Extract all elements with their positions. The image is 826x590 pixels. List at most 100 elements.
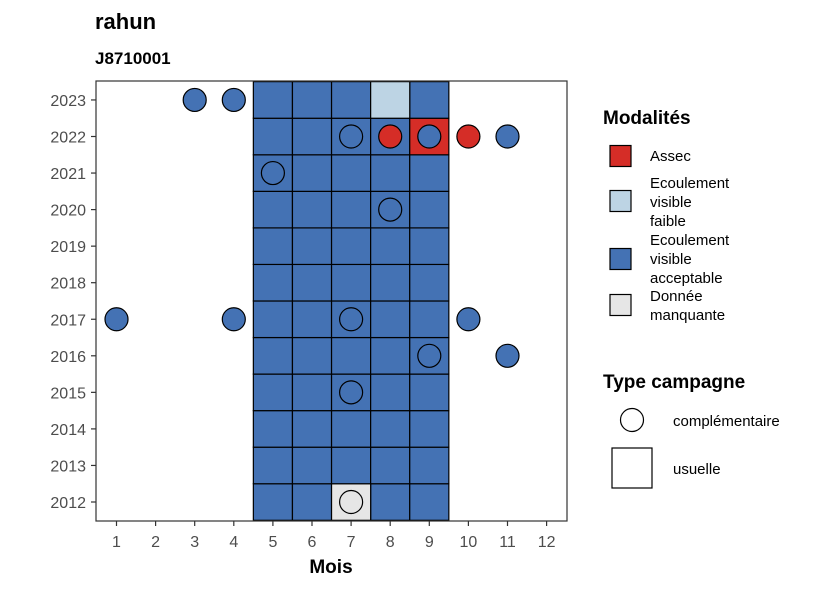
x-tick-label-2: 2	[151, 534, 160, 551]
x-tick-label-10: 10	[460, 534, 478, 551]
point-2012-7	[339, 489, 364, 515]
tile-2012-8	[370, 483, 411, 521]
usual-tiles	[252, 81, 450, 521]
tile-2021-9	[409, 154, 450, 192]
x-tick-label-12: 12	[538, 534, 556, 551]
tile-2012-6	[291, 483, 333, 521]
tile-2014-7	[330, 410, 372, 448]
tile-2013-6	[291, 446, 333, 485]
point-2017-7	[339, 307, 364, 332]
tile-2012-5	[252, 483, 294, 521]
tile-2023-9	[409, 81, 450, 119]
y-tick-label-2018: 2018	[50, 276, 86, 293]
tile-2015-9	[409, 373, 450, 412]
tile-2014-9	[409, 410, 450, 448]
legend-modalites: Modalités Assec Ecoulement visible faible Eco…	[603, 108, 730, 324]
tile-2018-5	[252, 263, 294, 302]
tile-2017-5	[252, 300, 294, 339]
y-tick-label-2013: 2013	[50, 458, 86, 475]
legend-label-2-1: visible	[650, 251, 692, 268]
tile-2016-7	[330, 336, 372, 375]
tile-2016-5	[252, 336, 294, 375]
tile-2016-8	[370, 336, 411, 375]
legend-label-3-0: Donnée	[650, 288, 703, 305]
legend-type-campagne: Type campagne complémentaire usuelle	[603, 372, 780, 489]
legend-circle-key	[619, 407, 645, 433]
y-tick-label-2017: 2017	[50, 312, 86, 329]
tile-2017-6	[291, 300, 333, 339]
tile-2018-6	[291, 263, 333, 302]
chart-subtitle: J8710001	[95, 49, 171, 68]
tile-2018-9	[409, 263, 450, 302]
tile-2023-7	[330, 81, 372, 119]
y-tick-label-2021: 2021	[50, 166, 86, 183]
tile-2022-5	[252, 117, 294, 156]
x-tick-label-3: 3	[190, 534, 199, 551]
x-tick-label-5: 5	[268, 534, 277, 551]
tile-2021-6	[291, 154, 333, 192]
tile-2014-6	[291, 410, 333, 448]
point-2022-7	[339, 124, 364, 149]
tile-2014-8	[370, 410, 411, 448]
point-2016-11	[495, 343, 520, 368]
tile-2013-7	[330, 446, 372, 485]
legend-key-3	[609, 293, 632, 317]
point-2015-7	[339, 380, 364, 405]
y-tick-label-2023: 2023	[50, 93, 86, 110]
tile-2013-5	[252, 446, 294, 485]
point-2022-9	[417, 124, 442, 149]
tile-2017-8	[370, 300, 411, 339]
legend-label-1-1: visible	[650, 194, 692, 211]
x-tick-label-11: 11	[499, 534, 516, 551]
chart-title: rahun	[95, 9, 156, 34]
legend-key-2	[609, 247, 632, 271]
tile-2023-6	[291, 81, 333, 119]
tile-2015-6	[291, 373, 333, 412]
point-2020-8	[378, 197, 403, 222]
legend-key-0	[609, 144, 632, 168]
tile-2018-7	[330, 263, 372, 302]
tile-2021-7	[330, 154, 372, 192]
legend-label-1-0: Ecoulement	[650, 175, 730, 192]
point-2017-4	[221, 307, 246, 332]
tile-2019-7	[330, 227, 372, 266]
point-2023-3	[182, 87, 207, 113]
tile-2020-7	[330, 190, 372, 229]
tile-2013-9	[409, 446, 450, 485]
y-tick-label-2014: 2014	[50, 422, 86, 439]
legend-square-key	[611, 447, 653, 489]
point-2022-10	[456, 124, 481, 149]
legend-label-1-2: faible	[650, 213, 686, 230]
tile-2015-8	[370, 373, 411, 412]
plot-border	[95, 80, 568, 522]
tile-2019-5	[252, 227, 294, 266]
tile-2017-9	[409, 300, 450, 339]
legend-key-1	[609, 189, 632, 213]
x-tick-label-8: 8	[386, 534, 395, 551]
tile-2021-8	[370, 154, 411, 192]
legend-label-2-2: acceptable	[650, 270, 723, 287]
tile-2022-6	[291, 117, 333, 156]
tile-2018-8	[370, 263, 411, 302]
legend-type-title: Type campagne	[603, 372, 745, 393]
legend-modalites-title: Modalités	[603, 108, 691, 129]
y-tick-label-2019: 2019	[50, 239, 86, 256]
y-tick-label-2015: 2015	[50, 385, 86, 402]
legend-label-3-1: manquante	[650, 307, 725, 324]
y-tick-label-2020: 2020	[50, 203, 86, 220]
legend-label-0-0: Assec	[650, 148, 691, 165]
tile-2020-5	[252, 190, 294, 229]
point-2021-5	[260, 160, 285, 186]
x-tick-label-1: 1	[112, 534, 121, 551]
tile-2023-5	[252, 81, 294, 119]
tile-2016-6	[291, 336, 333, 375]
x-tick-label-7: 7	[347, 534, 356, 551]
x-tick-label-4: 4	[229, 534, 238, 551]
tile-2014-5	[252, 410, 294, 448]
point-2016-9	[417, 343, 442, 368]
tile-2023-8	[370, 81, 411, 119]
point-2017-1	[104, 307, 129, 332]
x-axis-title: Mois	[309, 557, 352, 578]
point-2017-10	[456, 307, 481, 332]
point-2022-8	[378, 124, 403, 149]
